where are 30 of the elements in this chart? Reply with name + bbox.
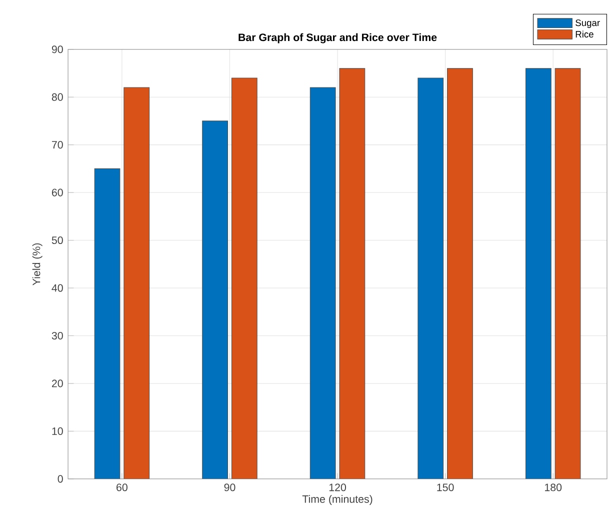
bar [339,68,366,479]
bar [310,87,336,479]
y-tick-label: 0 [58,475,63,483]
x-tick-label: 90 [224,484,236,492]
y-tick-label: 80 [52,93,63,101]
x-tick-label: 180 [545,484,562,492]
x-axis-title: Time (minutes) [302,494,372,505]
legend-label: Rice [576,30,594,38]
bar [202,120,228,479]
bar [124,87,150,479]
y-tick-label: 50 [52,236,63,244]
y-axis-title: Yield (%) [32,243,42,286]
y-tick-label: 40 [52,284,63,292]
y-tick-label: 10 [52,427,63,435]
y-tick-label: 90 [52,45,63,54]
chart-title: Bar Graph of Sugar and Rice over Time [238,33,437,44]
bar [231,78,258,479]
x-tick-label: 150 [437,484,454,492]
x-tick-label: 60 [116,484,128,492]
y-tick-label: 30 [52,332,63,340]
bar [418,78,444,479]
y-tick-label: 20 [52,380,63,388]
y-tick-label: 70 [52,140,63,148]
y-tick-label: 60 [52,188,63,196]
legend-label: Sugar [576,19,600,28]
bar [447,68,473,479]
bar [94,168,120,479]
x-tick-label: 120 [329,484,346,492]
bar [525,68,552,479]
bar [554,68,581,479]
